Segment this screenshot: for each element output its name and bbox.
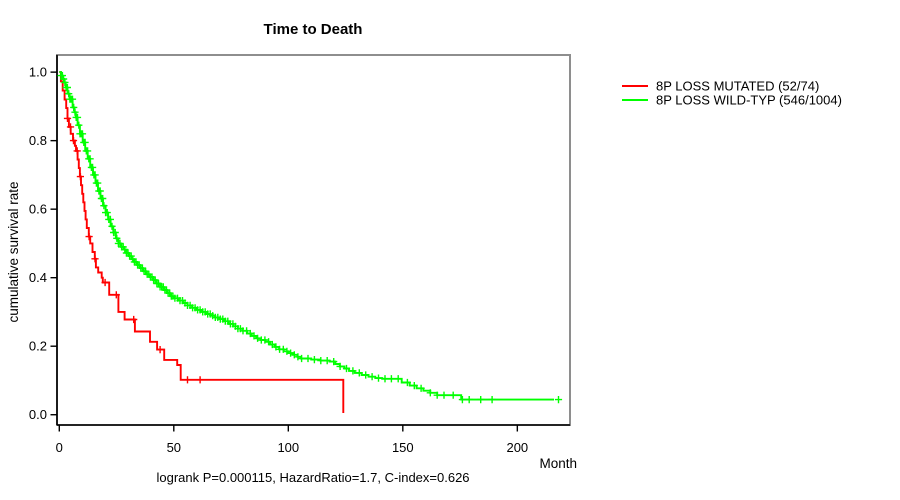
y-tick-label: 0.6 (29, 202, 47, 217)
stats-caption: logrank P=0.000115, HazardRatio=1.7, C-i… (156, 470, 469, 485)
x-tick-label: 100 (277, 440, 299, 455)
x-tick-label: 200 (506, 440, 528, 455)
y-tick-label: 0.0 (29, 407, 47, 422)
chart-title: Time to Death (264, 21, 363, 38)
series-censor-marks-0 (63, 114, 204, 384)
y-tick-label: 0.8 (29, 133, 47, 148)
y-tick-label: 0.2 (29, 339, 47, 354)
y-tick-label: 0.4 (29, 270, 47, 285)
series-curve-0 (59, 71, 345, 413)
series-curve-1 (59, 71, 554, 401)
plot-frame (56, 54, 571, 426)
x-tick-label: 150 (392, 440, 414, 455)
x-tick-label: 50 (167, 440, 181, 455)
legend-label-wildtype: 8P LOSS WILD-TYP (546/1004) (656, 93, 842, 108)
legend: 8P LOSS MUTATED (52/74) 8P LOSS WILD-TYP… (622, 79, 842, 108)
survival-curves (57, 71, 563, 413)
x-axis-ticks: 0 50 100 150 200 (56, 425, 528, 455)
legend-label-mutated: 8P LOSS MUTATED (52/74) (656, 79, 819, 94)
x-axis-title: Month (539, 456, 577, 471)
y-tick-label: 1.0 (29, 65, 47, 80)
series-censor-marks-1 (57, 72, 563, 404)
y-axis-ticks: 0.0 0.2 0.4 0.6 0.8 1.0 (29, 65, 57, 422)
x-tick-label: 0 (56, 440, 63, 455)
y-axis-title: cumulative survival rate (6, 181, 21, 322)
